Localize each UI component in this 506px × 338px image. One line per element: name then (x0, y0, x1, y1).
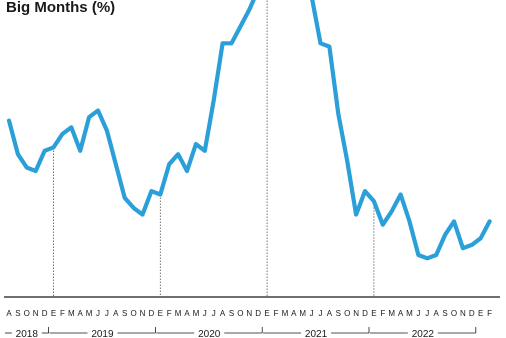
year-label: 2019 (91, 329, 114, 338)
month-tick-label: J (310, 309, 314, 318)
month-tick-label: D (255, 309, 261, 318)
month-tick-label: F (380, 309, 385, 318)
month-tick-label: S (122, 309, 127, 318)
series-line (6, 0, 492, 261)
month-tick-label: N (353, 309, 359, 318)
month-tick-label: M (175, 309, 182, 318)
month-tick-label: J (425, 309, 429, 318)
month-tick-label: A (327, 309, 333, 318)
month-tick-label: M (406, 309, 413, 318)
month-tick-label: F (487, 309, 492, 318)
month-tick-label: A (398, 309, 404, 318)
month-tick-label: O (24, 309, 30, 318)
month-tick-label: M (282, 309, 289, 318)
month-tick-label: D (149, 309, 155, 318)
month-tick-label: J (416, 309, 420, 318)
month-tick-label: O (451, 309, 457, 318)
month-tick-label: D (42, 309, 48, 318)
month-tick-label: J (212, 309, 216, 318)
month-tick-label: F (167, 309, 172, 318)
year-start-guides (53, 0, 375, 297)
month-tick-label: O (344, 309, 350, 318)
month-tick-label: N (460, 309, 466, 318)
month-tick-label: S (336, 309, 341, 318)
year-label: 2022 (412, 329, 435, 338)
month-tick-label: J (319, 309, 323, 318)
month-tick-label: O (130, 309, 136, 318)
month-tick-label: A (291, 309, 297, 318)
month-tick-label: N (33, 309, 39, 318)
month-tick-label: D (362, 309, 368, 318)
month-tick-label: E (371, 309, 376, 318)
month-tick-label: F (274, 309, 279, 318)
month-tick-label: A (434, 309, 440, 318)
month-tick-label: N (246, 309, 252, 318)
month-tick-label: J (203, 309, 207, 318)
month-tick-label: A (6, 309, 12, 318)
month-tick-label: O (237, 309, 243, 318)
month-tick-label: M (86, 309, 93, 318)
month-tick-label: A (220, 309, 226, 318)
month-tick-label: A (113, 309, 119, 318)
month-tick-label: M (68, 309, 75, 318)
year-labels: 2018 2019 2020 2021 2022 (5, 327, 477, 338)
year-label: 2021 (305, 329, 328, 338)
month-tick-label: M (193, 309, 200, 318)
month-tick-label: A (184, 309, 190, 318)
month-tick-label: E (51, 309, 56, 318)
month-tick-label: E (478, 309, 483, 318)
year-label: 2018 (16, 329, 39, 338)
month-tick-label: N (140, 309, 146, 318)
month-tick-label: M (299, 309, 306, 318)
month-tick-label: E (264, 309, 269, 318)
month-tick-label: S (15, 309, 20, 318)
month-tick-label: E (158, 309, 163, 318)
year-label: 2020 (198, 329, 221, 338)
month-tick-label: S (442, 309, 447, 318)
month-tick-label: M (388, 309, 395, 318)
chart-title: Big Months (%) (6, 0, 115, 16)
month-tick-label: J (96, 309, 100, 318)
month-tick-label: D (469, 309, 475, 318)
month-tick-label: A (78, 309, 84, 318)
month-tick-label: S (229, 309, 234, 318)
month-tick-label: F (60, 309, 65, 318)
month-tick-label: J (105, 309, 109, 318)
